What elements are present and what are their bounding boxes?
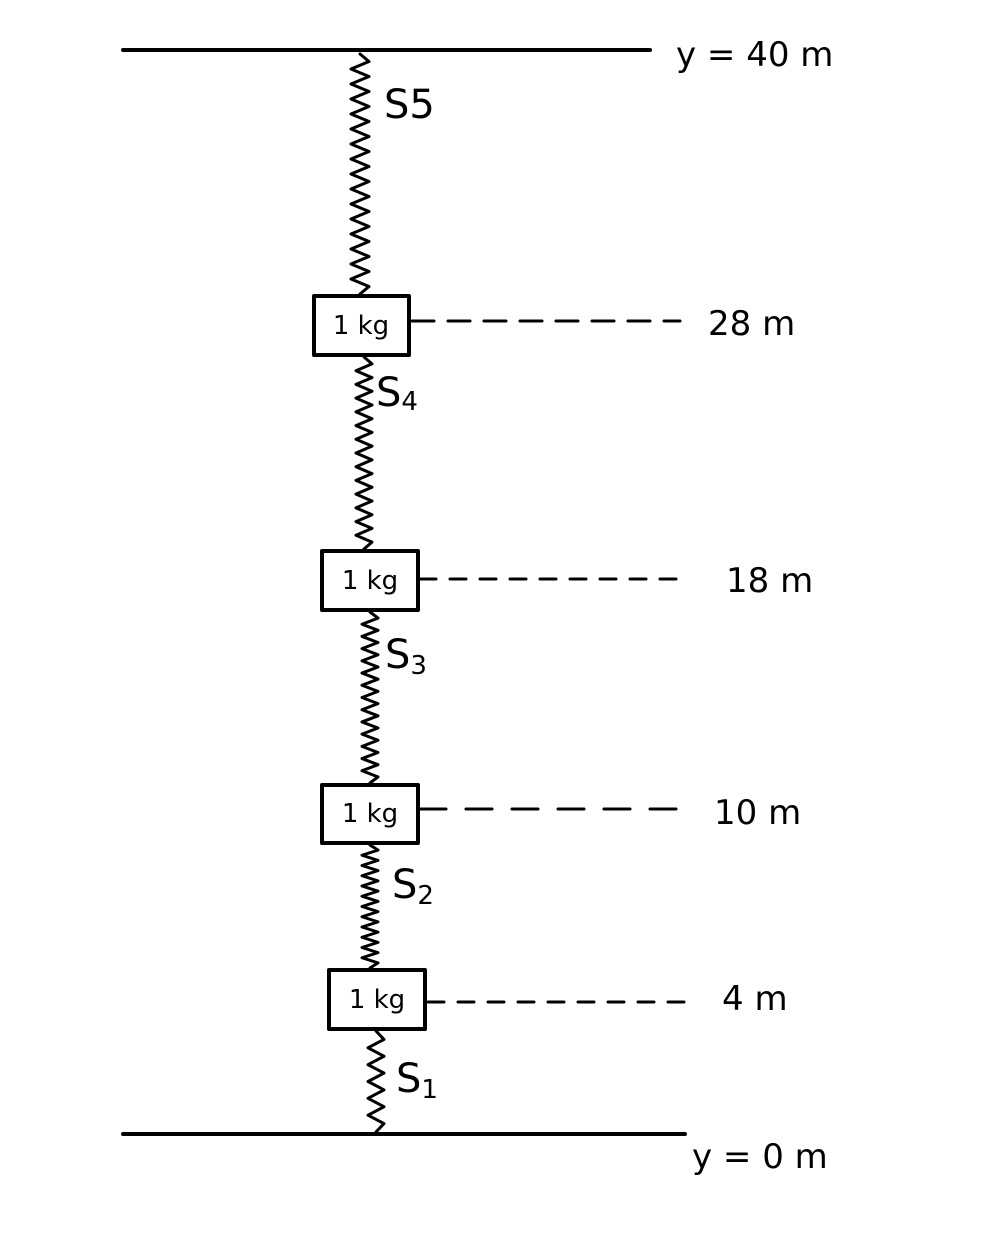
height-label-28m: 28 m (708, 304, 795, 344)
mass-block-18m: 1 kg (320, 549, 420, 612)
mass-label: 1 kg (342, 799, 398, 829)
spring-s5 (349, 52, 371, 296)
spring-s2 (360, 843, 380, 970)
mass-label: 1 kg (333, 311, 389, 341)
height-label-18m: 18 m (726, 561, 813, 601)
spring-label-s5: S5 (384, 82, 435, 128)
mass-box (320, 549, 420, 612)
height-label-4m: 4 m (722, 979, 788, 1019)
top-boundary-label: y = 40 m (676, 35, 833, 75)
spring-s4 (354, 355, 374, 551)
mass-block-4m: 1 kg (327, 968, 427, 1031)
mass-label: 1 kg (349, 985, 405, 1015)
mass-box (312, 294, 411, 357)
spring-label-s3: S3 (385, 632, 427, 681)
spring-label-s2: S2 (392, 862, 434, 911)
spring-s3 (360, 610, 380, 785)
mass-box (320, 783, 420, 845)
height-label-10m: 10 m (714, 793, 801, 833)
mass-box (327, 968, 427, 1031)
spring-label-s1: S1 (396, 1056, 438, 1105)
mass-label: 1 kg (342, 566, 398, 596)
spring-label-s4: S4 (376, 370, 418, 417)
bottom-boundary-label: y = 0 m (692, 1137, 828, 1177)
mass-block-28m: 1 kg (312, 294, 411, 357)
mass-block-10m: 1 kg (320, 783, 420, 845)
spring-s1 (366, 1029, 386, 1134)
